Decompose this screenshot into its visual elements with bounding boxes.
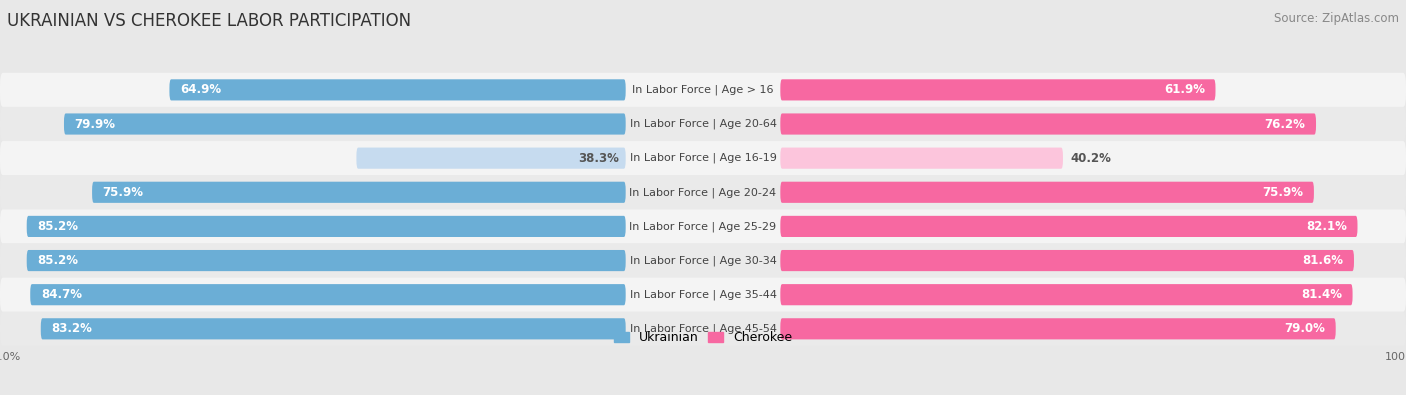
FancyBboxPatch shape <box>780 182 1315 203</box>
FancyBboxPatch shape <box>780 79 1215 100</box>
Text: In Labor Force | Age 30-34: In Labor Force | Age 30-34 <box>630 255 776 266</box>
FancyBboxPatch shape <box>30 284 626 305</box>
Text: 75.9%: 75.9% <box>1263 186 1303 199</box>
FancyBboxPatch shape <box>0 312 1406 346</box>
Text: In Labor Force | Age > 16: In Labor Force | Age > 16 <box>633 85 773 95</box>
FancyBboxPatch shape <box>357 148 626 169</box>
Text: 85.2%: 85.2% <box>37 220 79 233</box>
FancyBboxPatch shape <box>780 284 1353 305</box>
Text: 61.9%: 61.9% <box>1164 83 1205 96</box>
Text: In Labor Force | Age 35-44: In Labor Force | Age 35-44 <box>630 290 776 300</box>
Text: 84.7%: 84.7% <box>41 288 82 301</box>
Text: 81.6%: 81.6% <box>1302 254 1344 267</box>
Text: In Labor Force | Age 20-24: In Labor Force | Age 20-24 <box>630 187 776 198</box>
FancyBboxPatch shape <box>63 113 626 135</box>
Legend: Ukrainian, Cherokee: Ukrainian, Cherokee <box>613 331 793 344</box>
Text: 79.9%: 79.9% <box>75 117 115 130</box>
FancyBboxPatch shape <box>0 278 1406 312</box>
Text: 38.3%: 38.3% <box>578 152 619 165</box>
Text: In Labor Force | Age 16-19: In Labor Force | Age 16-19 <box>630 153 776 164</box>
FancyBboxPatch shape <box>780 250 1354 271</box>
FancyBboxPatch shape <box>780 318 1336 339</box>
FancyBboxPatch shape <box>0 175 1406 209</box>
Text: In Labor Force | Age 45-54: In Labor Force | Age 45-54 <box>630 324 776 334</box>
Text: 40.2%: 40.2% <box>1070 152 1111 165</box>
FancyBboxPatch shape <box>780 216 1358 237</box>
FancyBboxPatch shape <box>0 243 1406 278</box>
Text: 75.9%: 75.9% <box>103 186 143 199</box>
Text: 76.2%: 76.2% <box>1264 117 1305 130</box>
Text: 79.0%: 79.0% <box>1284 322 1324 335</box>
Text: 81.4%: 81.4% <box>1301 288 1343 301</box>
FancyBboxPatch shape <box>0 73 1406 107</box>
Text: In Labor Force | Age 25-29: In Labor Force | Age 25-29 <box>630 221 776 232</box>
Text: 85.2%: 85.2% <box>37 254 79 267</box>
Text: 83.2%: 83.2% <box>51 322 93 335</box>
Text: 82.1%: 82.1% <box>1306 220 1347 233</box>
Text: In Labor Force | Age 20-64: In Labor Force | Age 20-64 <box>630 119 776 129</box>
FancyBboxPatch shape <box>780 113 1316 135</box>
FancyBboxPatch shape <box>41 318 626 339</box>
FancyBboxPatch shape <box>169 79 626 100</box>
FancyBboxPatch shape <box>0 107 1406 141</box>
FancyBboxPatch shape <box>0 209 1406 243</box>
FancyBboxPatch shape <box>91 182 626 203</box>
FancyBboxPatch shape <box>780 148 1063 169</box>
Text: UKRAINIAN VS CHEROKEE LABOR PARTICIPATION: UKRAINIAN VS CHEROKEE LABOR PARTICIPATIO… <box>7 12 411 30</box>
FancyBboxPatch shape <box>27 216 626 237</box>
FancyBboxPatch shape <box>0 141 1406 175</box>
FancyBboxPatch shape <box>27 250 626 271</box>
Text: Source: ZipAtlas.com: Source: ZipAtlas.com <box>1274 12 1399 25</box>
Text: 64.9%: 64.9% <box>180 83 221 96</box>
